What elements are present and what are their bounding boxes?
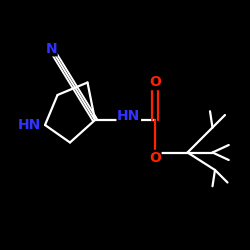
Text: HN: HN: [18, 118, 41, 132]
Text: N: N: [46, 42, 57, 56]
Text: HN: HN: [117, 109, 140, 123]
Text: O: O: [149, 150, 161, 164]
Text: O: O: [149, 76, 161, 90]
